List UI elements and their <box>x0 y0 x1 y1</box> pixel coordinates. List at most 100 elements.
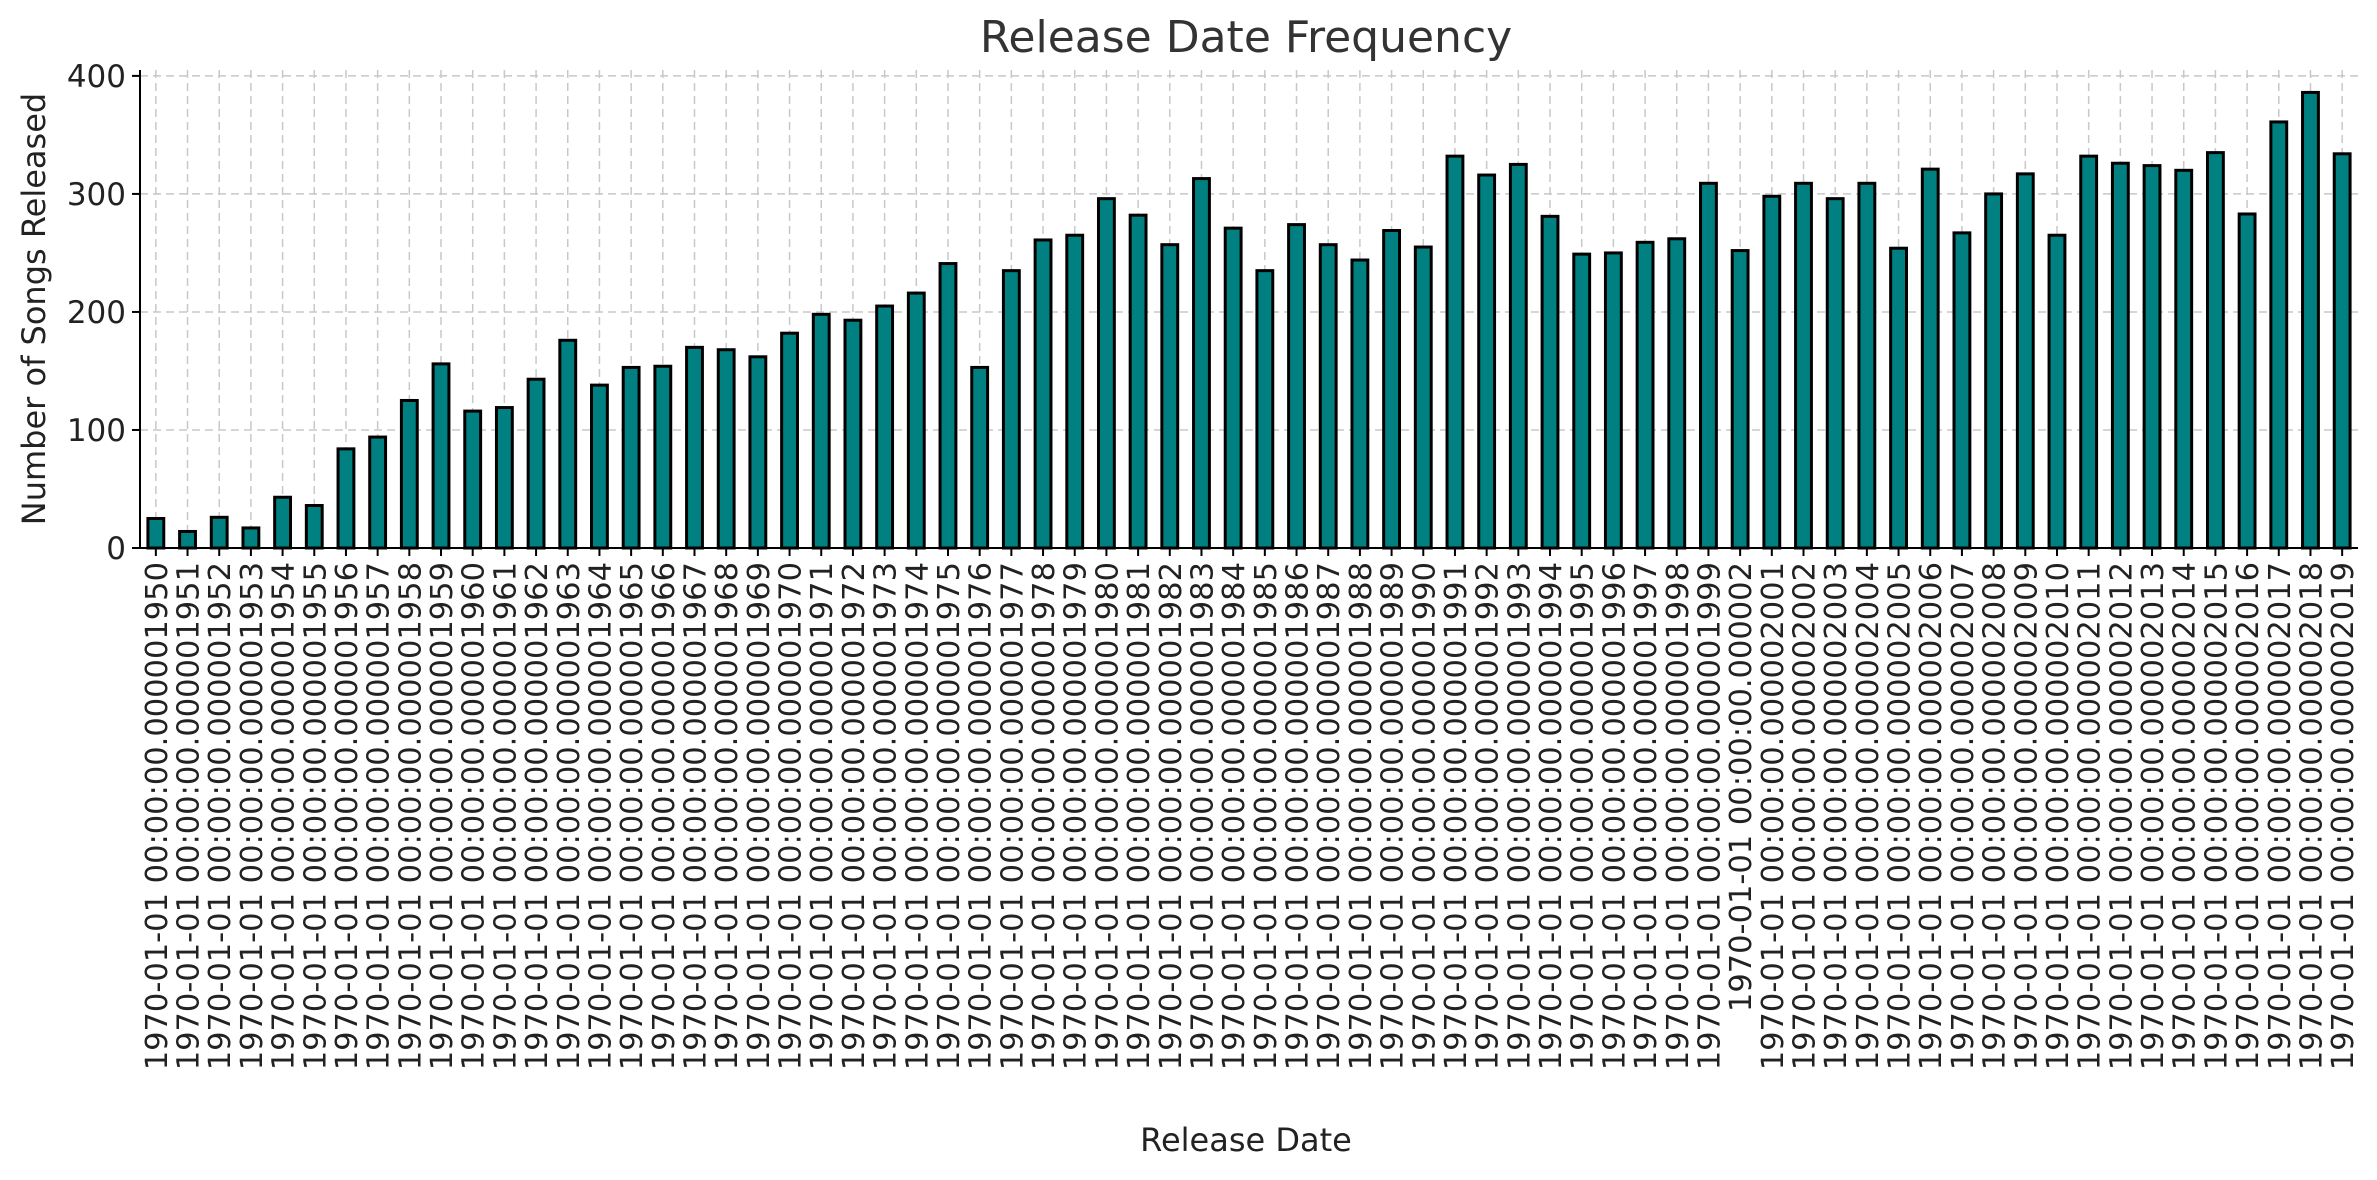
bar-65 <box>2205 151 2225 550</box>
y-tick-label: 200 <box>67 295 126 331</box>
bar-54 <box>1857 181 1877 550</box>
bar-19 <box>748 355 768 550</box>
x-tick-labels: 1970-01-01 00:00:00.000001950 1970-01-01 … <box>140 562 2361 1070</box>
bar-64 <box>2174 168 2194 550</box>
bar-15 <box>621 365 641 550</box>
x-tick-label: 1970-01-01 00:00:00.000001991 <box>1439 562 1474 1070</box>
x-tick-label: 1970-01-01 00:00:00.000002014 <box>2168 562 2203 1070</box>
bar-51 <box>1762 194 1782 550</box>
bar-21 <box>811 312 831 550</box>
x-tick-label: 1970-01-01 00:00:00.000001961 <box>488 562 523 1070</box>
x-tick-label: 1970-01-01 00:00:00.000001962 <box>520 562 555 1070</box>
x-tick-label: 1970-01-01 00:00:00.000002018 <box>2294 562 2329 1070</box>
x-tick-label: 1970-01-01 00:00:00.000002016 <box>2231 562 2266 1070</box>
bar-68 <box>2301 90 2320 550</box>
x-tick-label: 1970-01-01 00:00:00.000002005 <box>1883 562 1918 1070</box>
bar-61 <box>2079 154 2099 550</box>
bar-48 <box>1667 237 1687 550</box>
bar-17 <box>685 345 704 550</box>
x-tick-label: 1970-01-01 00:00:00.000002007 <box>1946 562 1981 1070</box>
bar-53 <box>1825 197 1845 550</box>
x-tick-label: 1970-01-01 00:00:00.000001972 <box>837 562 872 1070</box>
x-tick-label: 1970-01-01 00:00:00.000001979 <box>1059 562 1094 1070</box>
x-tick-label: 1970-01-01 00:00:00.000001970 <box>774 562 809 1070</box>
bar-31 <box>1128 213 1148 550</box>
bar-9 <box>431 362 451 550</box>
bar-50 <box>1730 249 1750 550</box>
bar-45 <box>1572 252 1592 550</box>
bar-39 <box>1382 229 1402 550</box>
bar-30 <box>1096 197 1116 550</box>
bar-16 <box>653 364 673 550</box>
bar-29 <box>1065 233 1085 550</box>
x-tick-label: 1970-01-01 00:00:00.000001960 <box>457 562 492 1070</box>
x-tick-label: 1970-01-01 00:00:00.000001963 <box>552 562 587 1070</box>
bar-69 <box>2332 152 2352 550</box>
bar-2 <box>209 515 229 550</box>
bar-63 <box>2142 164 2162 550</box>
bar-52 <box>1794 181 1813 550</box>
x-tick-label: 1970-01-01 00:00:00.000002015 <box>2199 562 2234 1070</box>
x-tick-label: 1970-01-01 00:00:00.000002001 <box>1756 562 1791 1070</box>
bar-20 <box>780 331 799 550</box>
x-tick-label: 1970-01-01 00:00:00.000002019 <box>2326 562 2361 1070</box>
x-tick-label: 1970-01-01 00:00:00.000001975 <box>932 562 967 1070</box>
x-tick-label: 1970-01-01 00:00:00.000001971 <box>805 562 840 1070</box>
bar-7 <box>368 435 388 550</box>
bar-13 <box>558 338 578 550</box>
x-tick-label: 1970-01-01 00:00:00.000001958 <box>393 562 428 1070</box>
bar-1 <box>178 529 197 550</box>
x-tick-label: 1970-01-01 00:00:00.000001966 <box>647 562 682 1070</box>
bar-6 <box>336 447 356 550</box>
bar-38 <box>1350 258 1370 550</box>
x-tick-label: 1970-01-01 00:00:00.000001950 <box>140 562 175 1070</box>
x-tick-label: 1970-01-01 00:00:00.000001974 <box>900 562 935 1070</box>
x-tick-label: 1970-01-01 00:00:00.000002012 <box>2104 562 2139 1070</box>
bar-11 <box>494 406 514 550</box>
x-tick-label: 1970-01-01 00:00:00.000001980 <box>1090 562 1125 1070</box>
x-tick-label: 1970-01-01 00:00:00.000001952 <box>203 562 238 1070</box>
x-tick-label: 1970-01-01 00:00:00.000001998 <box>1661 562 1696 1070</box>
x-tick-label: 1970-01-01 00:00:00.000001954 <box>267 562 302 1070</box>
bar-37 <box>1318 243 1338 550</box>
x-tick-label: 1970-01-01 00:00:00.000001964 <box>583 562 618 1070</box>
bar-49 <box>1699 181 1718 550</box>
bar-42 <box>1477 173 1497 550</box>
bar-22 <box>843 318 863 550</box>
bar-10 <box>463 409 483 550</box>
x-tick-label: 1970-01-01 00:00:00.000001977 <box>995 562 1030 1070</box>
x-tick-label: 1970-01-01 00:00:00.000002003 <box>1819 562 1854 1070</box>
y-tick-labels: 0 100 200 300 400 <box>67 59 126 567</box>
bar-62 <box>2110 161 2130 550</box>
bar-46 <box>1603 251 1623 550</box>
x-tick-label: 1970-01-01 00:00:00.000001994 <box>1534 562 1569 1070</box>
x-axis-label: Release Date <box>1140 1121 1352 1159</box>
bar-57 <box>1952 231 1972 550</box>
bar-43 <box>1508 162 1528 550</box>
x-tick-label: 1970-01-01 00:00:00.000002010 <box>2041 562 2076 1070</box>
x-tick-label: 1970-01-01 00:00:00.000001986 <box>1281 562 1316 1070</box>
x-tick-label: 1970-01-01 00:00:00.000002004 <box>1851 562 1886 1070</box>
y-tick-label: 300 <box>67 177 126 213</box>
bar-5 <box>304 504 324 550</box>
x-tick-label: 1970-01-01 00:00:00.000001990 <box>1407 562 1442 1070</box>
x-tick-label: 1970-01-01 00:00:00.000001981 <box>1122 562 1157 1070</box>
chart-title: Release Date Frequency <box>980 12 1512 63</box>
x-tick-label: 1970-01-01 00:00:00.000001969 <box>742 562 777 1070</box>
x-tick-label: 1970-01-01 00:00:00.000001978 <box>1027 562 1062 1070</box>
bar-59 <box>2015 172 2035 550</box>
bar-58 <box>1984 192 2004 550</box>
x-tick-label: 1970-01-01 00:00:00.000002011 <box>2073 562 2108 1070</box>
bar-4 <box>273 495 293 550</box>
bar-12 <box>526 377 546 550</box>
bar-44 <box>1540 214 1560 550</box>
x-tick-label: 1970-01-01 00:00:00.000002008 <box>1978 562 2013 1070</box>
axes <box>132 70 2358 556</box>
y-tick-label: 400 <box>67 59 126 95</box>
x-tick-label: 1970-01-01 00:00:00.000001965 <box>615 562 650 1070</box>
x-tick-label: 1970-01-01 00:00:00.000001968 <box>710 562 745 1070</box>
y-tick-label: 100 <box>67 413 126 449</box>
bar-34 <box>1223 226 1243 550</box>
bar-66 <box>2237 212 2257 550</box>
bar-56 <box>1920 167 1940 550</box>
